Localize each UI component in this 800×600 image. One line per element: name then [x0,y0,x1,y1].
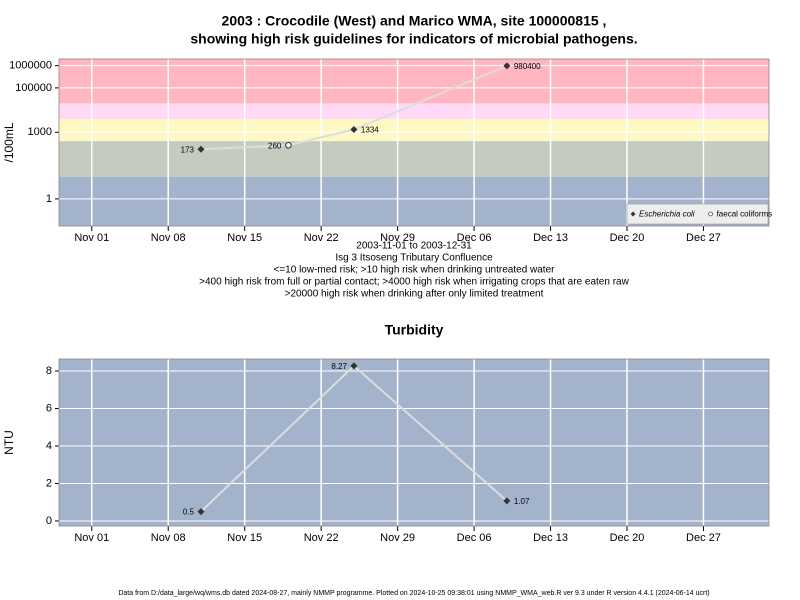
marker [503,62,511,70]
marker [350,362,358,370]
plot-frame [58,58,770,227]
x-tick-label: Dec 13 [533,532,568,544]
y-axis-label: /100mL [2,122,16,162]
y-tick-label: 100000 [15,82,52,94]
chart-title: 2003 : Crocodile (West) and Marico WMA, … [222,13,607,29]
risk-band [59,118,769,142]
marker [503,497,511,505]
data-line [200,64,508,151]
marker [708,211,713,217]
marker [285,141,292,149]
plot-frame [58,358,770,527]
plot-background [59,359,769,526]
note: >400 high risk from full or partial cont… [199,277,629,288]
marker [630,211,636,217]
chart-title: showing high risk guidelines for indicat… [190,31,637,47]
y-tick-label: 2 [46,477,52,489]
y-tick-label: 8 [46,365,52,377]
x-tick-label: Nov 29 [380,232,415,244]
note: >20000 high risk when drinking after onl… [285,289,544,300]
value-label: 1334 [361,126,379,135]
y-tick-label: 4 [46,440,52,452]
x-tick-label: Nov 08 [151,232,186,244]
y-tick-label: 1 [46,193,52,205]
x-tick-label: Nov 29 [380,532,415,544]
value-label: 173 [181,145,195,154]
y-tick-label: 6 [46,402,52,414]
x-tick-label: Dec 20 [610,232,645,244]
note: Isg 3 Itsoseng Tributary Confluence [335,253,493,264]
footer: Data from D:/data_large/wq/wms.db dated … [118,590,709,597]
y-axis-label: NTU [2,430,16,455]
x-tick-label: Nov 01 [74,532,109,544]
x-tick-label: Nov 15 [227,532,262,544]
y-tick-label: 1000000 [9,60,52,72]
x-tick-label: Nov 15 [227,232,262,244]
x-tick-label: Dec 06 [457,532,492,544]
risk-band [59,141,769,177]
marker [350,126,358,134]
x-tick-label: Dec 20 [610,532,645,544]
x-tick-label: Nov 01 [74,232,109,244]
value-label: 980400 [514,62,541,71]
x-tick-label: Nov 22 [304,232,339,244]
risk-band [59,103,769,119]
x-tick-label: Dec 13 [533,232,568,244]
value-label: 1.07 [514,497,530,506]
x-tick-label: Dec 27 [686,232,721,244]
x-tick-label: Nov 08 [151,532,186,544]
marker [197,508,205,516]
note: 2003-11-01 to 2003-12-31 [356,241,472,252]
chart-title: Turbidity [385,322,444,338]
value-label: 8.27 [331,362,347,371]
x-tick-label: Dec 27 [686,532,721,544]
x-tick-label: Dec 06 [457,232,492,244]
legend-box [626,203,769,225]
risk-band [59,59,769,104]
marker [197,145,205,153]
y-tick-label: 0 [46,515,52,527]
legend-label: faecal coliforms [717,210,773,219]
value-label: 0.5 [183,508,195,517]
y-tick-label: 1000 [28,126,52,138]
note: <=10 low-med risk; >10 high risk when dr… [274,265,556,276]
x-tick-label: Nov 22 [304,532,339,544]
legend-label: Escherichia coli [639,210,695,219]
value-label: 260 [268,141,282,150]
